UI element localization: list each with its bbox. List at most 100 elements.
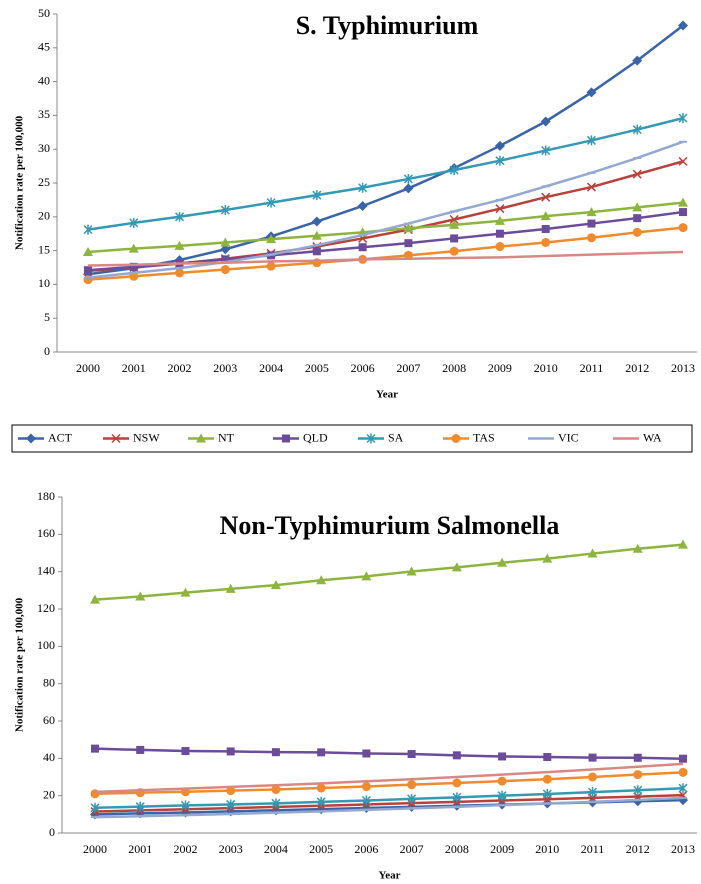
marker — [541, 224, 550, 233]
legend-label: VIC — [558, 430, 579, 444]
y-tick-label: 5 — [44, 310, 50, 324]
marker — [497, 790, 507, 801]
marker — [540, 116, 551, 127]
marker — [541, 237, 551, 247]
marker — [678, 539, 688, 549]
x-tick-label: 2001 — [122, 361, 146, 375]
marker — [407, 793, 417, 804]
marker — [587, 548, 598, 558]
marker — [312, 247, 321, 256]
y-tick-label: 45 — [38, 40, 50, 54]
marker — [316, 796, 326, 807]
y-tick-label: 25 — [38, 175, 50, 189]
marker — [366, 433, 376, 444]
marker — [678, 197, 688, 207]
marker — [542, 774, 552, 784]
chart-title: Non-Typhimurium Salmonella — [220, 511, 560, 540]
marker — [357, 200, 368, 211]
marker — [174, 240, 185, 250]
marker — [266, 197, 276, 208]
marker — [135, 801, 145, 812]
series — [90, 783, 688, 813]
marker — [220, 265, 230, 275]
y-tick-label: 120 — [37, 601, 55, 615]
marker — [180, 587, 191, 597]
marker — [407, 750, 416, 759]
marker — [632, 124, 642, 135]
marker — [129, 217, 139, 228]
marker — [220, 205, 230, 216]
marker — [588, 787, 598, 798]
x-tick-label: 2009 — [490, 842, 514, 856]
marker — [136, 745, 145, 754]
marker — [403, 183, 414, 194]
marker — [404, 239, 413, 248]
x-tick-label: 2012 — [626, 842, 650, 856]
line — [94, 793, 684, 813]
marker — [678, 20, 688, 31]
y-tick-label: 0 — [49, 825, 55, 839]
series — [87, 250, 684, 267]
y-tick-label: 30 — [38, 141, 50, 155]
marker — [270, 580, 281, 590]
x-tick-label: 2003 — [219, 842, 243, 856]
x-tick-label: 2006 — [351, 361, 375, 375]
marker — [282, 434, 290, 443]
line — [87, 226, 684, 281]
marker — [83, 224, 93, 235]
x-tick-label: 2011 — [580, 361, 604, 375]
marker — [451, 562, 462, 572]
marker — [449, 219, 460, 229]
marker — [128, 243, 139, 253]
marker — [316, 783, 326, 793]
marker — [180, 800, 190, 811]
series — [90, 539, 688, 604]
chart-title: S. Typhimurium — [296, 11, 479, 40]
marker — [406, 566, 417, 576]
marker — [226, 799, 236, 810]
marker — [633, 770, 643, 780]
y-tick-label: 10 — [38, 276, 50, 290]
marker — [135, 591, 146, 601]
marker — [632, 169, 642, 179]
x-axis-label: Year — [379, 870, 401, 882]
marker — [175, 211, 185, 222]
marker — [588, 753, 597, 762]
legend-label: ACT — [48, 430, 73, 444]
x-tick-label: 2005 — [305, 361, 329, 375]
marker — [271, 748, 280, 757]
marker — [449, 165, 459, 176]
y-tick-label: 160 — [37, 526, 55, 540]
line — [94, 771, 684, 796]
legend-label: QLD — [303, 430, 328, 444]
marker — [84, 266, 92, 275]
marker — [632, 55, 643, 66]
marker — [271, 798, 281, 809]
marker — [450, 234, 459, 243]
marker — [495, 155, 505, 166]
marker — [542, 553, 553, 563]
marker — [449, 246, 459, 256]
marker — [91, 744, 99, 753]
x-tick-label: 2011 — [581, 842, 605, 856]
y-axis-label: Notification rate per 100,000 — [14, 597, 26, 732]
y-tick-label: 80 — [43, 675, 55, 689]
x-tick-label: 2010 — [535, 842, 559, 856]
y-tick-label: 50 — [38, 6, 50, 20]
legend-label: NSW — [133, 430, 160, 444]
line — [94, 786, 684, 810]
marker — [311, 216, 322, 227]
marker — [226, 786, 236, 796]
y-tick-label: 35 — [38, 107, 50, 121]
marker — [403, 173, 413, 184]
legend-label: SA — [388, 430, 404, 444]
marker — [111, 433, 121, 444]
marker — [407, 780, 417, 790]
marker — [312, 190, 322, 201]
series — [91, 744, 687, 763]
marker — [181, 747, 190, 756]
marker — [266, 234, 277, 244]
y-tick-label: 40 — [38, 73, 50, 87]
